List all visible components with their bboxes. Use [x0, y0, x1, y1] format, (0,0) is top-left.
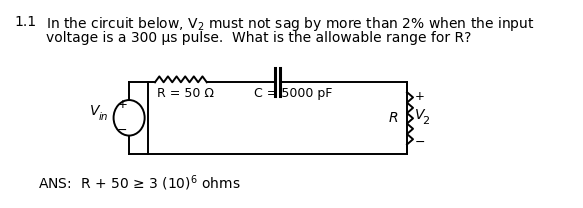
- Text: R = 50 Ω: R = 50 Ω: [157, 87, 214, 100]
- Text: V: V: [415, 108, 424, 122]
- Text: 2: 2: [423, 116, 430, 126]
- Text: R: R: [388, 111, 398, 125]
- Text: 1.1: 1.1: [15, 15, 37, 29]
- Text: −: −: [117, 124, 128, 137]
- Text: ANS:  R + 50 ≥ 3 (10)$^6$ ohms: ANS: R + 50 ≥ 3 (10)$^6$ ohms: [38, 173, 240, 193]
- Text: −: −: [415, 136, 425, 149]
- Text: V: V: [90, 104, 99, 118]
- Text: +: +: [117, 98, 127, 111]
- Text: in: in: [99, 112, 108, 122]
- Text: +: +: [415, 90, 425, 103]
- Text: In the circuit below, V$_2$ must not sag by more than 2% when the input: In the circuit below, V$_2$ must not sag…: [46, 15, 535, 33]
- Text: voltage is a 300 μs pulse.  What is the allowable range for R?: voltage is a 300 μs pulse. What is the a…: [46, 31, 472, 45]
- Text: C = 5000 pF: C = 5000 pF: [254, 87, 332, 100]
